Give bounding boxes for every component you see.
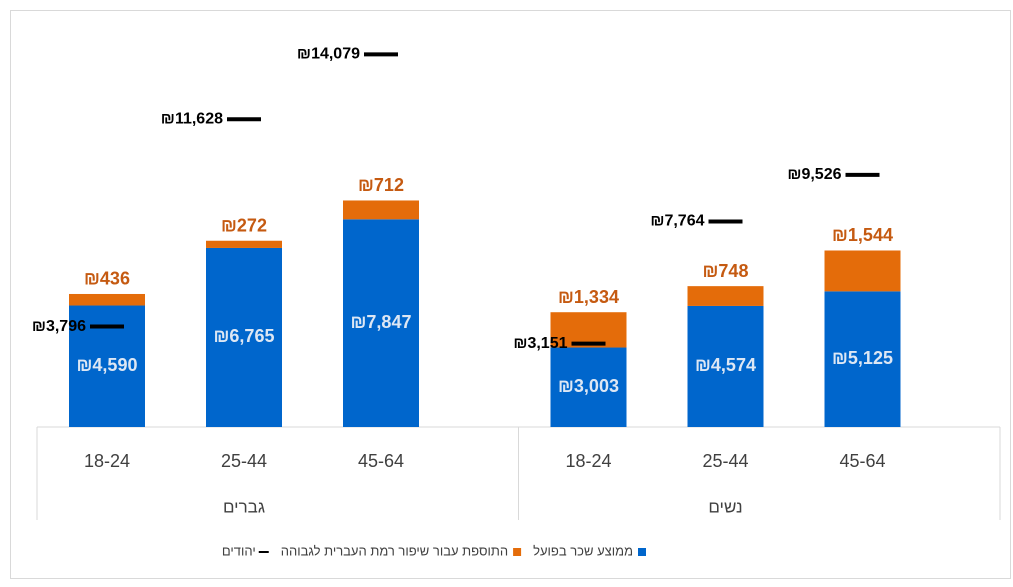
value-label: ₪6,765 (214, 326, 275, 346)
value-label: ₪14,079 (297, 46, 360, 63)
value-label: ₪1,334 (558, 287, 619, 307)
value-label: ₪1,544 (832, 225, 893, 245)
value-label: ₪436 (84, 269, 130, 289)
bar-segment (824, 250, 901, 292)
group-label: גברים (223, 497, 265, 516)
bar-segment (687, 286, 764, 306)
bar-segment (206, 247, 282, 427)
legend-label: יהודים (222, 543, 256, 558)
x-tick-label: 45-64 (358, 451, 404, 471)
x-tick-label: 18-24 (84, 451, 130, 471)
value-label: ₪5,125 (832, 348, 893, 368)
value-label: ₪7,764 (650, 213, 704, 230)
x-tick-label: 18-24 (565, 451, 611, 471)
value-label: ₪4,574 (695, 355, 756, 375)
value-label: ₪272 (221, 216, 267, 236)
value-label: ₪11,628 (161, 110, 223, 127)
legend-label: התוספת עבור שיפור רמת העברית לגבוהה (281, 543, 508, 558)
x-tick-label: 45-64 (839, 451, 885, 471)
x-tick-label: 25-44 (702, 451, 748, 471)
bar-segment (343, 219, 419, 427)
x-tick-label: 25-44 (221, 451, 267, 471)
value-label: ₪3,003 (558, 376, 619, 396)
legend-marker (513, 548, 522, 556)
bar-segment (824, 291, 901, 427)
value-label: ₪4,590 (77, 355, 138, 375)
value-label: ₪9,526 (787, 166, 841, 183)
value-label: ₪7,847 (351, 312, 412, 332)
group-label: נשים (708, 497, 742, 516)
value-label: ₪3,151 (513, 335, 567, 352)
legend-label: ממוצע שכר בפועל (533, 543, 633, 558)
value-label: ₪712 (358, 175, 404, 195)
bar-segment (206, 240, 282, 248)
legend-marker (638, 548, 646, 556)
bar-segment (687, 305, 764, 427)
bar-segment (343, 200, 419, 220)
bar-segment (550, 347, 627, 427)
value-label: ₪748 (703, 261, 749, 281)
bar-segment (69, 293, 145, 306)
value-label: ₪3,796 (32, 318, 86, 335)
